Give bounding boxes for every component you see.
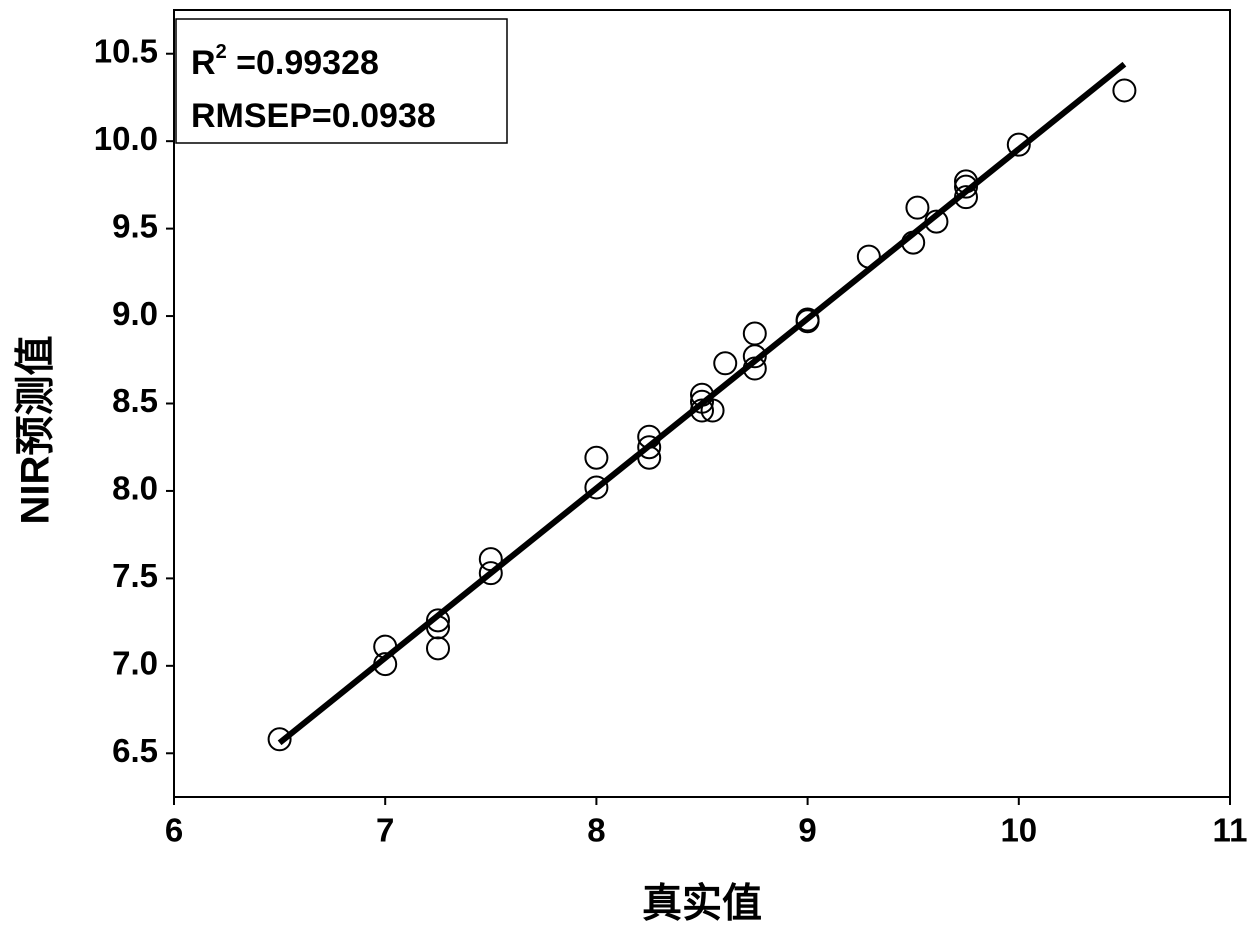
y-tick-label: 7.0: [112, 645, 158, 682]
data-point: [373, 652, 398, 677]
data-point: [637, 424, 662, 449]
data-point: [426, 615, 450, 640]
data-point: [924, 209, 949, 234]
data-point: [478, 561, 503, 586]
data-point: [713, 351, 738, 376]
data-point: [795, 309, 820, 334]
data-point: [954, 174, 978, 199]
y-tick-label: 6.5: [112, 732, 158, 769]
y-tick-label: 7.5: [112, 557, 158, 594]
data-point: [637, 435, 662, 460]
r2-text: =0.99328: [227, 44, 379, 82]
data-point: [901, 230, 926, 255]
y-tick-label: 10.5: [94, 32, 158, 69]
data-point: [426, 636, 450, 661]
data-point: [954, 169, 978, 194]
x-tick-label: 7: [376, 812, 394, 849]
data-point: [1112, 78, 1137, 103]
data-point: [742, 344, 767, 369]
x-tick-label: 9: [798, 812, 816, 849]
data-point: [742, 356, 767, 381]
data-point: [954, 185, 978, 210]
x-tick-label: 8: [587, 812, 605, 849]
y-tick-label: 9.0: [112, 295, 158, 332]
data-point: [742, 321, 767, 346]
data-point: [1006, 132, 1031, 157]
data-point: [905, 195, 930, 220]
y-tick-label: 8.5: [112, 382, 158, 419]
data-point: [426, 608, 450, 633]
data-point: [690, 398, 714, 423]
data-point: [637, 445, 662, 470]
data-point: [584, 475, 609, 500]
x-tick-label: 6: [165, 812, 183, 849]
annotation: R2 =0.99328: [191, 41, 379, 82]
r2-superscript: 2: [216, 41, 227, 63]
annotation: RMSEP=0.0938: [191, 97, 436, 135]
x-axis-label: 真实值: [642, 882, 762, 926]
y-tick-label: 8.0: [112, 470, 158, 507]
fit-line: [277, 61, 1127, 746]
x-tick-label: 11: [1213, 812, 1248, 849]
data-point: [584, 445, 609, 470]
annotation-box: [175, 18, 508, 144]
y-tick-label: 9.5: [112, 207, 158, 244]
data-point: [267, 727, 292, 752]
data-point: [373, 634, 398, 659]
r2-symbol: R: [191, 44, 216, 82]
y-tick-label: 10.0: [94, 120, 158, 157]
data-point: [478, 547, 503, 572]
data-point: [856, 244, 881, 269]
data-point: [700, 398, 725, 423]
x-tick-label: 10: [1000, 812, 1037, 849]
y-axis-label: NIR预测值: [14, 336, 58, 525]
